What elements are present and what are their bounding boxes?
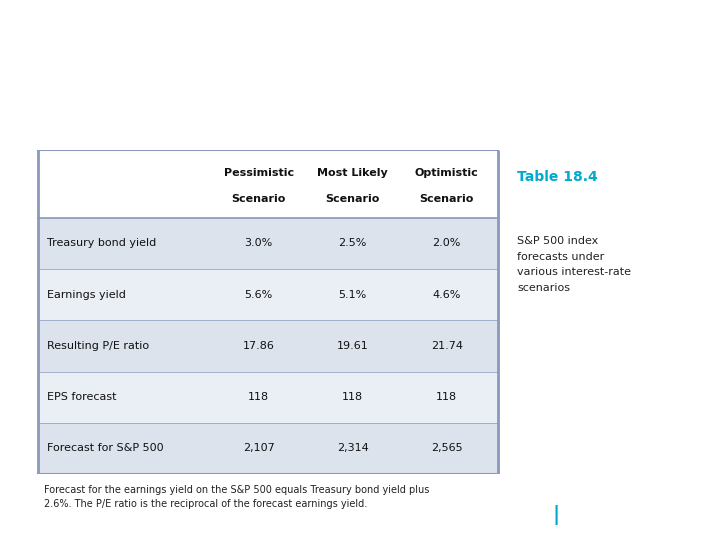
Text: Most Likely: Most Likely (318, 168, 388, 178)
Text: S&P 500 index
forecasts under
various interest-rate
scenarios: S&P 500 index forecasts under various in… (518, 236, 631, 293)
Text: BODIE, KANE, MARCUS: BODIE, KANE, MARCUS (567, 510, 709, 520)
Text: 2.5%: 2.5% (338, 238, 367, 248)
Text: Scenario: Scenario (420, 194, 474, 204)
Text: Treasury bond yield: Treasury bond yield (48, 238, 156, 248)
Text: 21.74: 21.74 (431, 341, 463, 351)
Text: Scenario: Scenario (232, 194, 286, 204)
Text: Table 18.4 S&P 500 Price Forecasts Under: Table 18.4 S&P 500 Price Forecasts Under (48, 37, 672, 62)
Text: 2,107: 2,107 (243, 443, 274, 454)
Text: Forecast for S&P 500: Forecast for S&P 500 (48, 443, 164, 454)
Text: 17.86: 17.86 (243, 341, 274, 351)
Bar (38, 320, 498, 372)
Text: 2.0%: 2.0% (433, 238, 461, 248)
Text: 5.6%: 5.6% (245, 289, 273, 300)
Text: 18-40: 18-40 (16, 509, 50, 522)
Text: EPS forecast: EPS forecast (48, 392, 117, 402)
Bar (38, 218, 498, 269)
Text: |: | (553, 505, 560, 525)
Text: Earnings yield: Earnings yield (48, 289, 126, 300)
Text: 5.1%: 5.1% (338, 289, 367, 300)
Text: 4.6%: 4.6% (433, 289, 461, 300)
Text: 3.0%: 3.0% (245, 238, 273, 248)
Text: 19.61: 19.61 (337, 341, 369, 351)
Bar (38, 269, 498, 320)
Bar (38, 423, 498, 474)
Text: Resulting P/E ratio: Resulting P/E ratio (48, 341, 149, 351)
Text: INVESTMENTS: INVESTMENTS (403, 505, 553, 525)
Text: Optimistic: Optimistic (415, 168, 479, 178)
Text: Pessimistic: Pessimistic (224, 168, 294, 178)
Text: 2,314: 2,314 (337, 443, 369, 454)
Text: 118: 118 (436, 392, 457, 402)
Bar (38, 372, 498, 423)
Text: 118: 118 (342, 392, 364, 402)
Text: 118: 118 (248, 392, 269, 402)
Text: 2,565: 2,565 (431, 443, 462, 454)
Text: Table 18.4: Table 18.4 (518, 170, 598, 184)
Text: Forecast for the earnings yield on the S&P 500 equals Treasury bond yield plus
2: Forecast for the earnings yield on the S… (44, 485, 429, 509)
Text: Scenario: Scenario (325, 194, 380, 204)
Text: Various Scenarios: Various Scenarios (228, 88, 492, 113)
